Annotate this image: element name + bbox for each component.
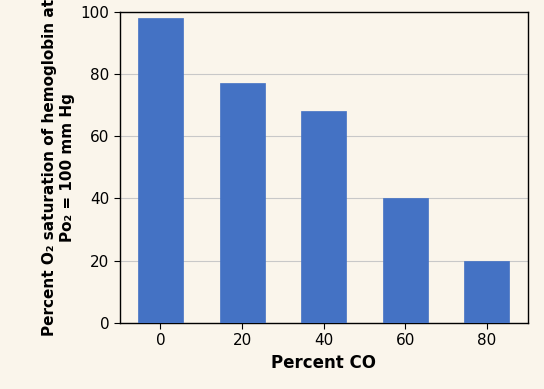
Bar bbox=[138, 18, 183, 323]
Bar bbox=[220, 83, 264, 323]
Bar bbox=[383, 198, 428, 323]
Bar bbox=[465, 261, 509, 323]
Bar bbox=[301, 111, 346, 323]
Y-axis label: Percent O₂ saturation of hemoglobin at
Po₂ = 100 mm Hg: Percent O₂ saturation of hemoglobin at P… bbox=[42, 0, 75, 336]
X-axis label: Percent CO: Percent CO bbox=[271, 354, 376, 372]
